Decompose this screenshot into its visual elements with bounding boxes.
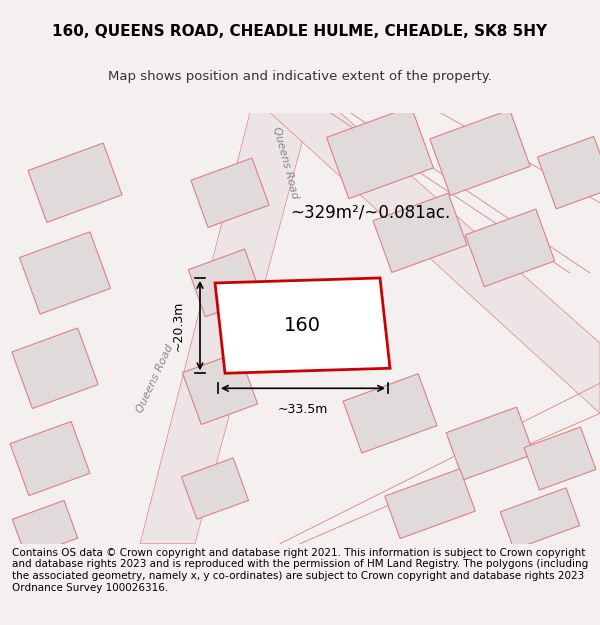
Bar (385, 469, 475, 539)
Text: ~20.3m: ~20.3m (172, 301, 185, 351)
Bar (500, 488, 580, 549)
Text: Queens Road: Queens Road (135, 342, 175, 414)
Bar (538, 136, 600, 209)
Bar (446, 407, 534, 480)
Bar (326, 106, 433, 199)
Bar (13, 501, 77, 557)
Polygon shape (270, 112, 600, 413)
Bar (524, 427, 596, 490)
Text: Map shows position and indicative extent of the property.: Map shows position and indicative extent… (108, 70, 492, 83)
Bar (373, 193, 467, 272)
Text: Queens Road: Queens Road (271, 126, 299, 200)
Text: ~329m²/~0.081ac.: ~329m²/~0.081ac. (290, 204, 450, 222)
Text: 160, QUEENS ROAD, CHEADLE HULME, CHEADLE, SK8 5HY: 160, QUEENS ROAD, CHEADLE HULME, CHEADLE… (52, 24, 548, 39)
Bar (10, 421, 90, 496)
Polygon shape (140, 112, 310, 544)
Text: 160: 160 (284, 316, 321, 335)
Bar (343, 374, 437, 453)
Bar (466, 209, 554, 287)
Bar (191, 158, 269, 228)
Bar (181, 458, 248, 519)
Bar (12, 328, 98, 409)
Polygon shape (215, 278, 390, 373)
Bar (430, 110, 530, 196)
Bar (20, 232, 110, 314)
Bar (182, 352, 257, 424)
Bar (28, 143, 122, 222)
Text: Contains OS data © Crown copyright and database right 2021. This information is : Contains OS data © Crown copyright and d… (12, 548, 588, 592)
Bar (188, 249, 262, 317)
Text: ~33.5m: ~33.5m (278, 403, 328, 416)
